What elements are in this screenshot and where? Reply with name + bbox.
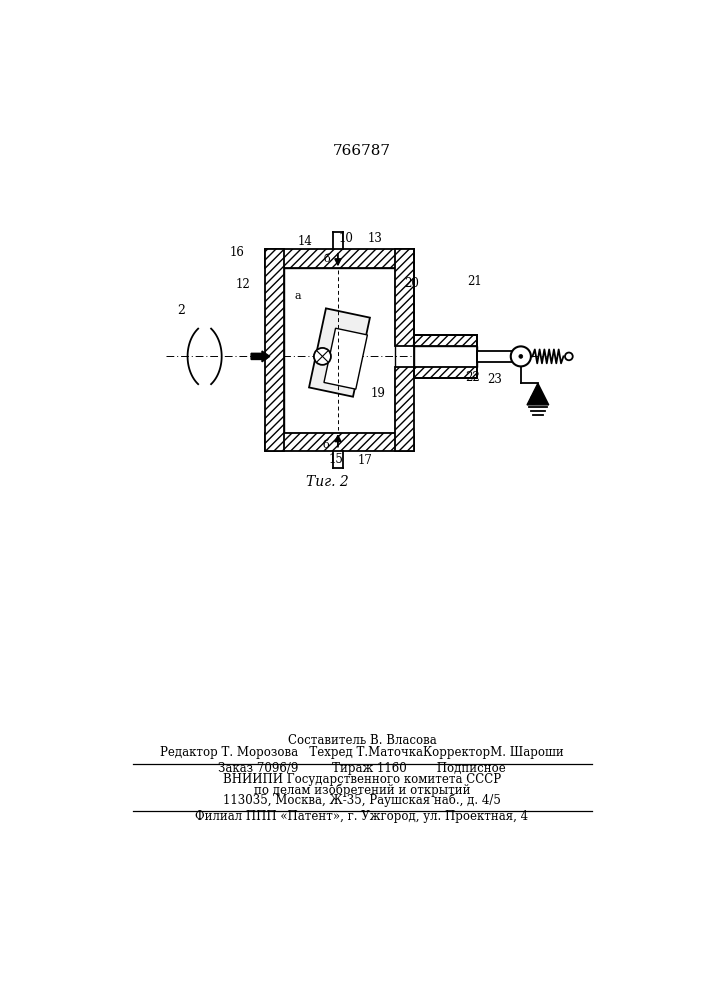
Text: 20: 20 [404, 277, 419, 290]
Text: по делам изобретений и открытий: по делам изобретений и открытий [254, 783, 470, 797]
Text: Редактор Т. Морозова   Техред Т.МаточкаКорректорМ. Шароши: Редактор Т. Морозова Техред Т.МаточкаКор… [160, 746, 563, 759]
Circle shape [565, 353, 573, 360]
Bar [324, 328, 368, 389]
Bar [414, 346, 477, 367]
Bar [414, 335, 477, 346]
Text: Филиал ППП «Патент», г. Ужгород, ул. Проектная, 4: Филиал ППП «Патент», г. Ужгород, ул. Про… [195, 810, 529, 823]
Text: 23: 23 [487, 373, 502, 386]
Text: 16: 16 [230, 246, 245, 259]
Text: 6: 6 [527, 395, 536, 408]
Text: 766787: 766787 [333, 144, 391, 158]
Text: 13: 13 [368, 232, 382, 245]
Text: Τиг. 2: Τиг. 2 [305, 475, 349, 489]
Bar [477, 351, 520, 362]
Polygon shape [527, 383, 549, 405]
Text: ВНИИПИ Государственного комитета СССР: ВНИИПИ Государственного комитета СССР [223, 773, 501, 786]
Bar [265, 249, 414, 268]
Bar [265, 433, 414, 451]
FancyArrow shape [251, 351, 270, 362]
Bar [309, 308, 370, 397]
Bar [284, 268, 395, 433]
Bar [395, 249, 414, 346]
Text: 10: 10 [338, 232, 353, 245]
Text: б: б [322, 440, 329, 450]
Text: 22: 22 [465, 371, 480, 384]
Bar [414, 367, 477, 378]
Text: 12: 12 [236, 278, 251, 291]
Text: 17: 17 [358, 454, 373, 467]
Text: 21: 21 [467, 275, 481, 288]
Circle shape [314, 348, 331, 365]
Text: 2: 2 [177, 304, 185, 317]
Bar [265, 249, 284, 451]
Bar [395, 367, 414, 451]
Text: а: а [294, 291, 301, 301]
Text: Составитель В. Власова: Составитель В. Власова [288, 734, 436, 747]
Text: 19: 19 [370, 387, 385, 400]
Text: Заказ 7096/9         Тираж 1160        Подписное: Заказ 7096/9 Тираж 1160 Подписное [218, 762, 506, 775]
Text: 15: 15 [329, 453, 344, 466]
Circle shape [510, 346, 531, 366]
Text: 113035, Москва, Ж-35, Раушская наб., д. 4/5: 113035, Москва, Ж-35, Раушская наб., д. … [223, 794, 501, 807]
Circle shape [519, 354, 522, 358]
Text: б: б [324, 254, 330, 264]
Bar [414, 335, 477, 378]
Text: 14: 14 [298, 235, 312, 248]
